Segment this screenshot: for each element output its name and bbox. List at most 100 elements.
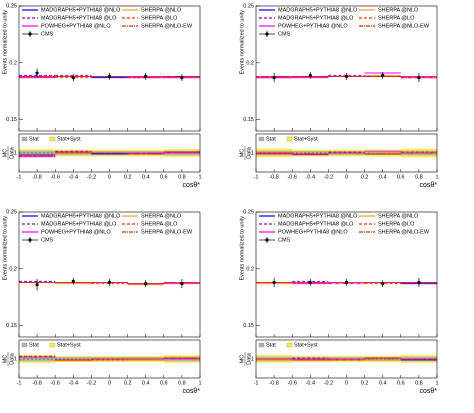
- ratio-y-label: MC: [239, 149, 245, 158]
- x-tick-label: -1: [17, 174, 22, 180]
- data-point: [308, 73, 312, 77]
- legend-label: SHERPA @NLO-EW: [141, 23, 193, 29]
- ratio-y-label: MC: [2, 149, 8, 158]
- x-tick-label: 0.4: [142, 380, 150, 386]
- data-point: [308, 280, 312, 285]
- y-axis-label: Events normalized to unity: [239, 10, 245, 75]
- x-tick-label: 1: [198, 174, 201, 180]
- x-tick-label: 0.2: [361, 380, 369, 386]
- legend-label: Stat: [266, 136, 276, 142]
- data-point: [344, 74, 349, 79]
- y-tick-label: 0.2: [246, 266, 254, 272]
- legend-label: POWHEG+PYTHIA8 @NLO: [41, 229, 111, 235]
- legend-label: SHERPA @NLO: [141, 213, 182, 219]
- x-tick-label: -0.2: [87, 380, 96, 386]
- x-axis-label: cosθ*: [182, 388, 200, 395]
- legend-label: Stat+Syst: [294, 342, 318, 348]
- legend-label: SHERPA @NLO-EW: [141, 229, 193, 235]
- y-tick-label: 0.25: [6, 3, 17, 9]
- x-tick-label: -0.2: [324, 174, 333, 180]
- x-tick-label: -1: [17, 380, 22, 386]
- y-tick-label: 0.15: [6, 117, 17, 123]
- legend-swatch: [28, 32, 32, 36]
- legend-label: MADGRAPH5+PYTHIA8 @LO: [41, 15, 117, 21]
- legend-swatch: [265, 238, 269, 242]
- x-tick-label: 0.6: [160, 174, 168, 180]
- ratio-y-label: Data: [9, 146, 15, 159]
- x-tick-label: 0.8: [415, 174, 423, 180]
- x-tick-label: -0.6: [50, 174, 59, 180]
- x-tick-label: 0.8: [178, 174, 186, 180]
- x-tick-label: -0.4: [306, 380, 315, 386]
- data-point: [71, 75, 75, 80]
- ratio-y-label: Data: [246, 146, 252, 159]
- x-tick-label: 0.8: [415, 380, 423, 386]
- legend-swatch: [21, 136, 28, 142]
- x-axis-label: cosθ*: [419, 182, 437, 189]
- ratio-y-label: MC: [2, 355, 8, 364]
- x-tick-label: -0.8: [32, 380, 41, 386]
- x-tick-label: 0: [108, 174, 111, 180]
- legend-swatch: [21, 342, 28, 348]
- legend-label: Stat+Syst: [57, 342, 81, 348]
- x-tick-label: 0: [345, 174, 348, 180]
- legend-swatch: [286, 342, 293, 348]
- legend-label: SHERPA @LO: [141, 15, 178, 21]
- x-tick-label: -0.2: [87, 174, 96, 180]
- data-point: [180, 75, 184, 80]
- data-point: [144, 74, 148, 79]
- legend-label: SHERPA @LO: [378, 15, 415, 21]
- data-point: [417, 280, 421, 285]
- ratio-y-tick-label: 1: [14, 150, 17, 156]
- x-tick-label: -1: [254, 380, 259, 386]
- x-tick-label: 0.6: [397, 380, 405, 386]
- legend-swatch: [49, 136, 56, 142]
- legend-label: Stat+Syst: [294, 136, 318, 142]
- legend-label: CMS: [41, 31, 54, 37]
- data-point: [35, 283, 39, 287]
- x-tick-label: -0.4: [69, 174, 78, 180]
- x-tick-label: 1: [435, 380, 438, 386]
- legend-label: CMS: [278, 31, 291, 37]
- data-point: [35, 71, 39, 75]
- legend-label: CMS: [278, 237, 291, 243]
- x-axis-label: cosθ*: [419, 388, 437, 395]
- y-tick-label: 0.2: [9, 266, 17, 272]
- legend-label: POWHEG+PYTHIA8 @NLO: [41, 23, 111, 29]
- legend-label: SHERPA @NLO: [141, 7, 182, 13]
- legend-swatch: [28, 238, 32, 242]
- ratio-y-label: Data: [9, 352, 15, 365]
- data-point: [107, 280, 112, 285]
- x-tick-label: -0.2: [324, 380, 333, 386]
- y-axis-label: Events normalized to unity: [2, 10, 8, 75]
- legend-label: SHERPA @NLO: [378, 213, 419, 219]
- legend-label: MADGRAPH5+PYTHIA8 @NLO: [278, 7, 358, 13]
- legend-label: POWHEG+PYTHIA8 @NLO: [278, 23, 348, 29]
- ratio-band: [55, 357, 92, 361]
- legend-label: MADGRAPH5+PYTHIA8 @NLO: [41, 7, 121, 13]
- legend-swatch: [258, 136, 265, 142]
- legend-label: MADGRAPH5+PYTHIA8 @LO: [41, 221, 117, 227]
- data-point: [180, 281, 184, 286]
- legend-label: SHERPA @NLO-EW: [378, 229, 430, 235]
- legend-label: Stat: [29, 342, 39, 348]
- legend-label: MADGRAPH5+PYTHIA8 @NLO: [278, 213, 358, 219]
- x-tick-label: 0: [345, 380, 348, 386]
- data-point: [417, 75, 421, 80]
- x-tick-label: 0.4: [379, 380, 387, 386]
- x-tick-label: -0.8: [32, 174, 41, 180]
- legend-label: MADGRAPH5+PYTHIA8 @LO: [278, 15, 354, 21]
- legend-label: SHERPA @NLO: [378, 7, 419, 13]
- x-tick-label: 0.4: [142, 174, 150, 180]
- x-tick-label: 0.8: [178, 380, 186, 386]
- data-point: [71, 279, 75, 283]
- data-point: [381, 281, 385, 286]
- ratio-y-tick-label: 1: [251, 356, 254, 362]
- legend-label: SHERPA @LO: [378, 221, 415, 227]
- x-tick-label: 0.6: [160, 380, 168, 386]
- legend-label: CMS: [41, 237, 54, 243]
- data-point: [344, 280, 349, 285]
- x-tick-label: 1: [198, 380, 201, 386]
- legend-label: MADGRAPH5+PYTHIA8 @NLO: [41, 213, 121, 219]
